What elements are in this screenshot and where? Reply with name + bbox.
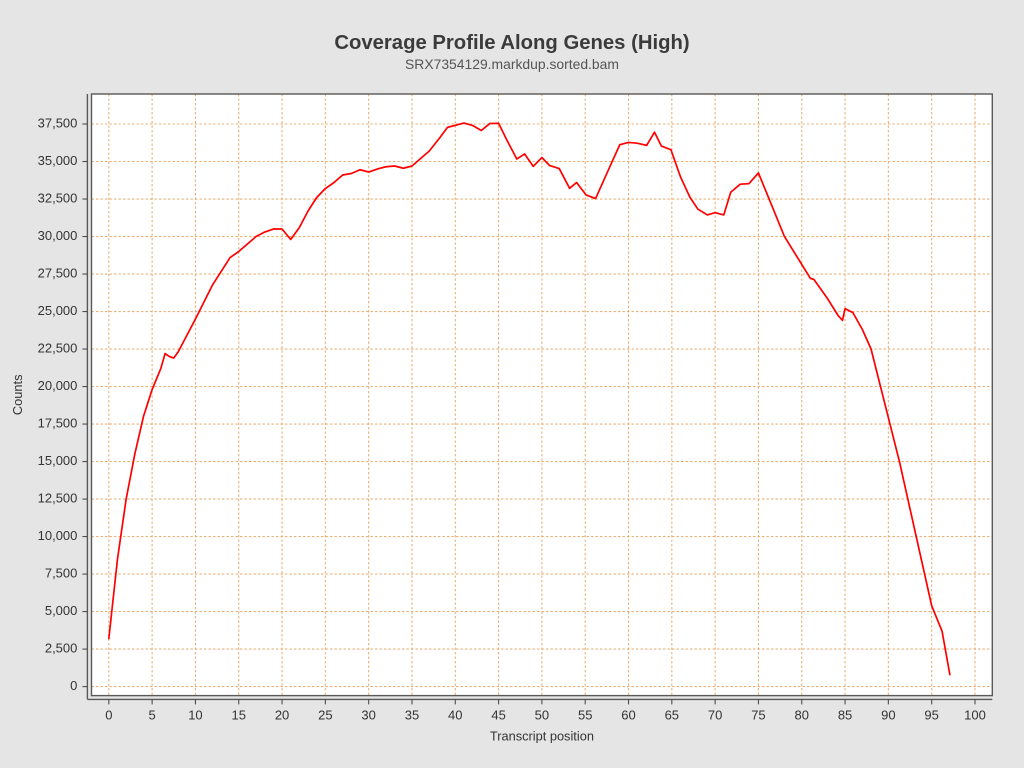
svg-text:17,500: 17,500 [38,415,78,430]
svg-text:10,000: 10,000 [38,528,78,543]
svg-text:32,500: 32,500 [38,190,78,205]
svg-text:40: 40 [448,707,462,722]
svg-text:85: 85 [838,707,852,722]
svg-text:90: 90 [881,707,895,722]
svg-text:55: 55 [578,707,592,722]
svg-text:Transcript position: Transcript position [490,729,594,744]
svg-text:5: 5 [149,707,156,722]
svg-text:75: 75 [751,707,765,722]
svg-text:37,500: 37,500 [38,115,78,130]
svg-text:0: 0 [70,678,77,693]
svg-text:0: 0 [105,707,112,722]
svg-text:25: 25 [318,707,332,722]
svg-text:22,500: 22,500 [38,340,78,355]
svg-text:12,500: 12,500 [38,491,78,506]
svg-text:15,000: 15,000 [38,453,78,468]
svg-text:5,000: 5,000 [45,603,78,618]
svg-text:30,000: 30,000 [38,228,78,243]
svg-text:35: 35 [405,707,419,722]
svg-text:25,000: 25,000 [38,303,78,318]
svg-text:20,000: 20,000 [38,378,78,393]
svg-text:Counts: Counts [10,375,25,416]
svg-text:35,000: 35,000 [38,153,78,168]
svg-text:20: 20 [275,707,289,722]
svg-text:10: 10 [188,707,202,722]
svg-text:100: 100 [964,707,986,722]
svg-text:45: 45 [491,707,505,722]
svg-text:30: 30 [361,707,375,722]
svg-text:50: 50 [535,707,549,722]
svg-text:80: 80 [795,707,809,722]
svg-text:7,500: 7,500 [45,566,78,581]
svg-text:60: 60 [621,707,635,722]
svg-text:95: 95 [924,707,938,722]
svg-text:15: 15 [232,707,246,722]
svg-text:70: 70 [708,707,722,722]
svg-text:27,500: 27,500 [38,265,78,280]
svg-text:2,500: 2,500 [45,641,78,656]
svg-text:65: 65 [665,707,679,722]
